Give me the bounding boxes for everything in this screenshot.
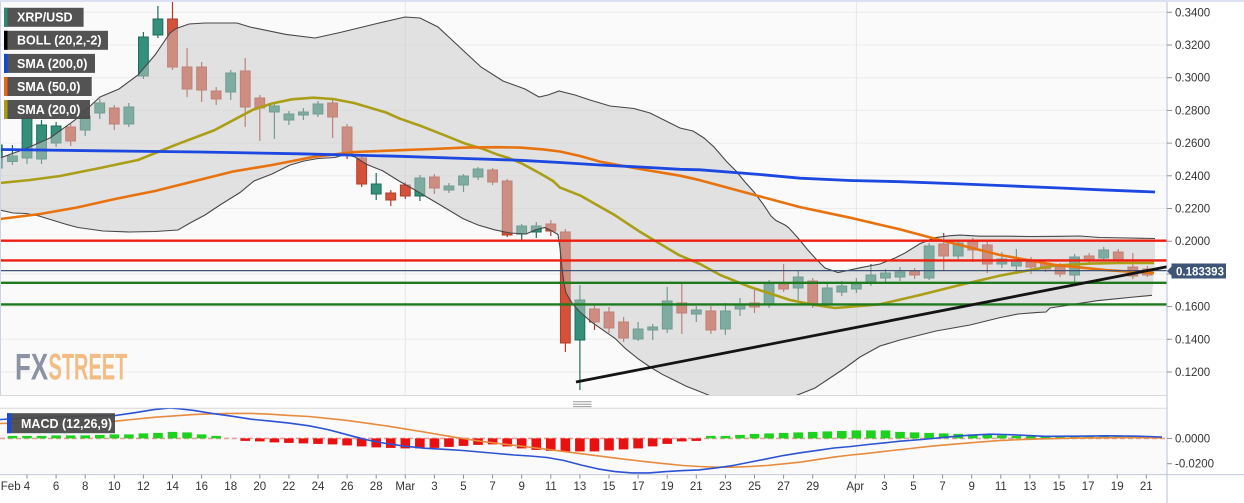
svg-text:19: 19 (661, 481, 674, 493)
svg-text:23: 23 (719, 481, 732, 493)
svg-text:BOLL (20,2,-2): BOLL (20,2,-2) (17, 34, 102, 48)
svg-text:Apr: Apr (846, 481, 864, 493)
svg-text:Mar: Mar (395, 481, 415, 493)
svg-text:15: 15 (603, 481, 616, 493)
svg-text:XRP/USD: XRP/USD (17, 11, 73, 25)
svg-text:19: 19 (1111, 481, 1124, 493)
svg-text:27: 27 (777, 481, 790, 493)
svg-text:0.3000: 0.3000 (1175, 73, 1210, 85)
svg-text:13: 13 (1024, 481, 1037, 493)
svg-text:10: 10 (108, 481, 121, 493)
svg-text:28: 28 (370, 481, 383, 493)
svg-text:0.2000: 0.2000 (1175, 236, 1210, 248)
svg-text:17: 17 (1082, 481, 1095, 493)
svg-text:0.3200: 0.3200 (1175, 40, 1210, 52)
svg-text:11: 11 (545, 481, 557, 493)
svg-text:12: 12 (137, 481, 150, 493)
svg-text:0.1200: 0.1200 (1175, 367, 1210, 379)
svg-text:Feb 4: Feb 4 (1, 481, 31, 493)
svg-text:3: 3 (431, 481, 437, 493)
svg-text:21: 21 (690, 481, 703, 493)
svg-text:-0.0200: -0.0200 (1175, 459, 1214, 471)
svg-text:9: 9 (518, 481, 524, 493)
svg-text:SMA (50,0): SMA (50,0) (17, 80, 80, 94)
svg-text:29: 29 (806, 481, 819, 493)
svg-text:0.3400: 0.3400 (1175, 7, 1210, 19)
svg-text:0.2400: 0.2400 (1175, 171, 1210, 183)
svg-text:SMA (20,0): SMA (20,0) (17, 103, 80, 117)
svg-text:15: 15 (1053, 481, 1066, 493)
svg-text:14: 14 (166, 481, 179, 493)
svg-text:22: 22 (283, 481, 296, 493)
svg-text:FX: FX (15, 346, 49, 388)
svg-text:0.183393: 0.183393 (1176, 266, 1224, 278)
svg-text:7: 7 (489, 481, 495, 493)
svg-text:5: 5 (910, 481, 916, 493)
svg-text:3: 3 (881, 481, 887, 493)
svg-text:11: 11 (995, 481, 1007, 493)
svg-text:0.2600: 0.2600 (1175, 138, 1210, 150)
svg-text:0.1600: 0.1600 (1175, 302, 1210, 314)
svg-text:MACD (12,26,9): MACD (12,26,9) (21, 417, 112, 431)
svg-text:8: 8 (82, 481, 88, 493)
svg-text:STREET: STREET (49, 347, 128, 388)
svg-text:0.2800: 0.2800 (1175, 105, 1210, 117)
svg-text:18: 18 (224, 481, 237, 493)
svg-text:26: 26 (341, 481, 354, 493)
svg-text:7: 7 (939, 481, 945, 493)
svg-text:24: 24 (312, 481, 325, 493)
svg-text:17: 17 (632, 481, 645, 493)
svg-text:5: 5 (460, 481, 466, 493)
svg-text:9: 9 (968, 481, 974, 493)
svg-text:13: 13 (574, 481, 587, 493)
svg-text:25: 25 (748, 481, 761, 493)
svg-text:20: 20 (253, 481, 266, 493)
svg-text:6: 6 (53, 481, 59, 493)
svg-text:0.2200: 0.2200 (1175, 204, 1210, 216)
svg-text:16: 16 (195, 481, 208, 493)
svg-text:21: 21 (1140, 481, 1153, 493)
svg-text:0.1400: 0.1400 (1175, 334, 1210, 346)
svg-text:SMA (200,0): SMA (200,0) (17, 57, 87, 71)
svg-text:0.0000: 0.0000 (1175, 433, 1210, 445)
